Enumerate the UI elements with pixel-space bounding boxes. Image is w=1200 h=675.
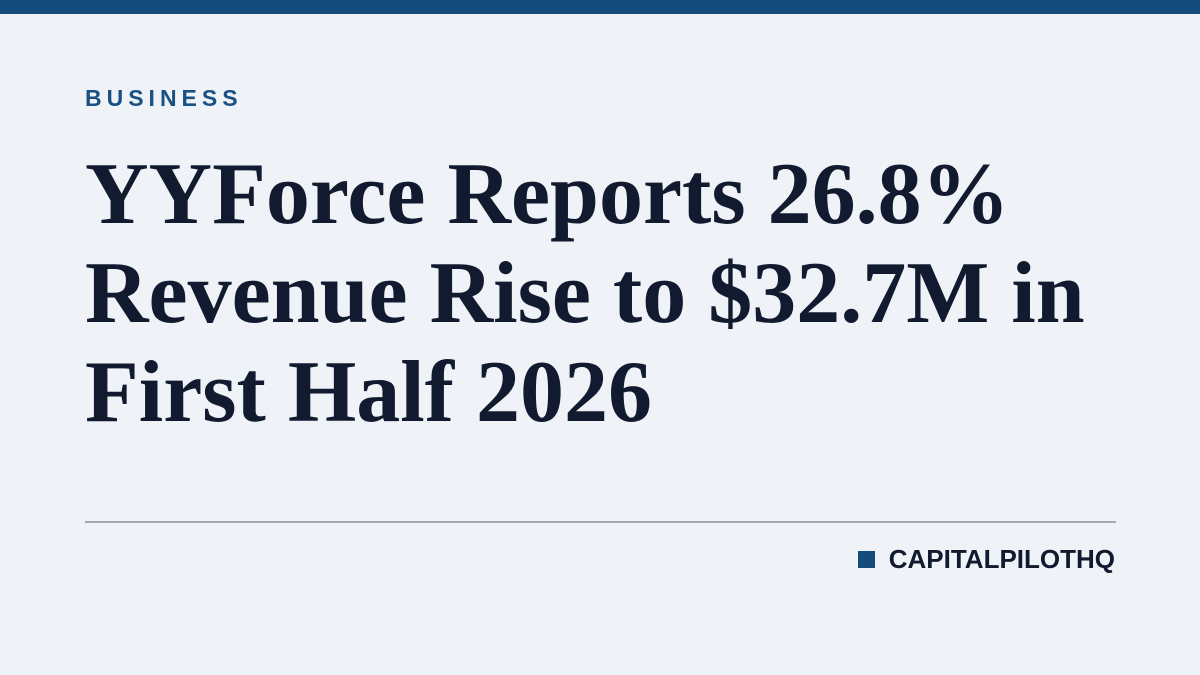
headline: YYForce Reports 26.8% Revenue Rise to $3… (85, 146, 1085, 441)
category: BUSINESS (85, 85, 243, 111)
top-bar (0, 0, 1200, 14)
source-icon (857, 551, 875, 568)
source: CAPITALPILOTHQ (857, 544, 1115, 575)
divider (85, 521, 1116, 523)
source-name: CAPITALPILOTHQ (888, 544, 1115, 574)
